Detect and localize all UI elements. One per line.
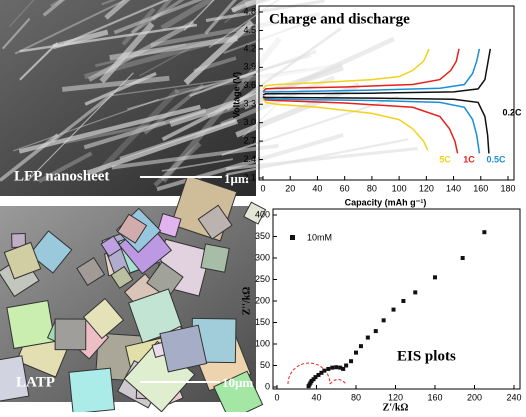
point	[366, 336, 370, 340]
point	[392, 308, 396, 312]
legend-label: 10mM	[307, 232, 332, 242]
point	[354, 351, 358, 355]
x-tick-label: 140	[446, 183, 461, 193]
x-axis-label: Z'/kΩ	[383, 402, 409, 412]
x-tick-label: 60	[340, 183, 350, 193]
point	[341, 367, 345, 371]
point	[382, 318, 386, 322]
x-tick-label: 120	[419, 183, 434, 193]
y-tick-label: 2.4	[243, 154, 256, 164]
point	[334, 365, 338, 369]
y-tick-label: 2.1	[243, 172, 256, 182]
y-axis-label: Z''/kΩ	[241, 287, 252, 316]
x-tick-label: 0	[260, 183, 265, 193]
y-tick-label: 3.0	[243, 117, 256, 127]
point	[413, 290, 417, 294]
y-tick-label: 4.8	[243, 6, 256, 16]
texture	[201, 244, 229, 272]
y-tick-label: 250	[255, 274, 270, 284]
legend-marker	[290, 235, 295, 240]
series-label: 0.5C	[486, 154, 506, 164]
annotation: EIS plots	[397, 348, 456, 364]
figure: LFP nanosheet1μmLATP10μm2.12.42.73.03.33…	[0, 0, 526, 412]
x-tick-label: 0	[274, 392, 279, 402]
y-tick-label: 3.6	[243, 80, 256, 90]
x-tick-label: 40	[311, 392, 321, 402]
texture	[55, 319, 86, 350]
y-tick-label: 4.5	[243, 25, 256, 35]
point	[330, 366, 334, 370]
y-tick-label: 2.7	[243, 135, 256, 145]
texture	[69, 368, 115, 412]
x-tick-label: 80	[351, 392, 361, 402]
series-label: 1C	[463, 154, 475, 164]
y-tick-label: 300	[255, 252, 270, 262]
scale-label: 10μm	[222, 375, 253, 390]
point	[401, 299, 405, 303]
y-tick-label: 350	[255, 231, 270, 241]
x-tick-label: 80	[367, 183, 377, 193]
x-tick-label: 120	[388, 392, 403, 402]
y-tick-label: 3.9	[243, 62, 256, 72]
x-tick-label: 100	[392, 183, 407, 193]
y-tick-label: 100	[255, 338, 270, 348]
y-tick-label: 150	[255, 317, 270, 327]
x-tick-label: 160	[427, 392, 442, 402]
y-tick-label: 50	[260, 360, 270, 370]
image-label: LFP nanosheet	[14, 168, 109, 184]
y-axis-label: Voltage (V)	[231, 72, 241, 118]
point	[433, 275, 437, 279]
x-tick-label: 180	[500, 183, 515, 193]
x-tick-label: 160	[473, 183, 488, 193]
chart-title: Charge and discharge	[269, 11, 410, 27]
texture	[160, 325, 207, 372]
texture	[7, 301, 55, 349]
x-tick-label: 200	[467, 392, 482, 402]
point	[482, 230, 486, 234]
point	[461, 256, 465, 260]
x-axis-label: Capacity (mAh g⁻¹)	[345, 197, 427, 207]
x-tick-label: 240	[506, 392, 521, 402]
y-tick-label: 400	[255, 209, 270, 219]
y-tick-label: 0	[265, 381, 270, 391]
point	[344, 364, 348, 368]
image-label: LATP	[16, 374, 55, 390]
y-tick-label: 4.2	[243, 43, 256, 53]
x-tick-label: 40	[312, 183, 322, 193]
point	[359, 344, 363, 348]
x-tick-label: 20	[285, 183, 295, 193]
point	[349, 359, 353, 363]
point	[326, 367, 330, 371]
series-label: 5C	[439, 154, 451, 164]
y-tick-label: 3.3	[243, 99, 256, 109]
series-label: 0.2C	[502, 107, 522, 117]
y-tick-label: 200	[255, 295, 270, 305]
point	[322, 369, 326, 373]
point	[374, 329, 378, 333]
